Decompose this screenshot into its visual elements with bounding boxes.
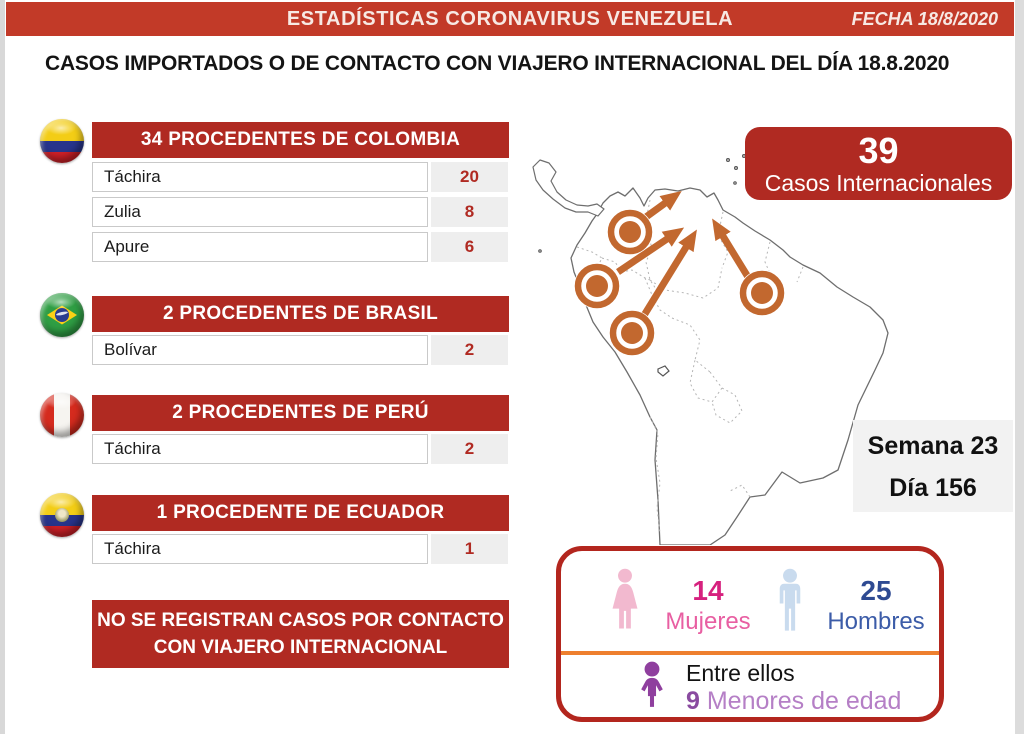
- origin-marker-brasil: [739, 270, 785, 316]
- minors-label: Menores de edad: [699, 687, 902, 715]
- ecuador-flag-icon: [40, 493, 84, 537]
- female-icon: [612, 568, 638, 629]
- note-line-1: NO SE REGISTRAN CASOS POR CONTACTO: [97, 610, 504, 631]
- page-title: CASOS IMPORTADOS O DE CONTACTO CON VIAJE…: [45, 52, 950, 75]
- demographics-box: 14 Mujeres 25 Hombres Entre ellos 9 Meno…: [556, 546, 944, 722]
- south-america-map: [532, 154, 889, 545]
- brasil-section-header: 2 PROCEDENTES DE BRASIL: [92, 296, 509, 332]
- table-row-value: 2: [431, 434, 508, 464]
- women-count: 14: [692, 575, 724, 606]
- minors-line: 9 Menores de edad: [686, 687, 901, 716]
- colombia-flag-icon: [40, 119, 84, 163]
- men-stat: 25 Hombres: [821, 575, 931, 636]
- brasil-flag-globe: [55, 308, 69, 322]
- table-row-value: 2: [431, 335, 508, 365]
- table-row-value: 20: [431, 162, 508, 192]
- origin-marker-peru: [609, 310, 655, 356]
- day-label: Día 156: [889, 474, 977, 502]
- ecuador-section-header: 1 PROCEDENTE DE ECUADOR: [92, 495, 509, 531]
- top-banner: ESTADÍSTICAS CORONAVIRUS VENEZUELA FECHA…: [6, 2, 1014, 36]
- table-row-value: 6: [431, 232, 508, 262]
- table-row-label: Apure: [92, 232, 428, 262]
- minors-stat: Entre ellos 9 Menores de edad: [686, 660, 901, 716]
- peru-section-header: 2 PROCEDENTES DE PERÚ: [92, 395, 509, 431]
- male-icon: [779, 568, 801, 631]
- total-cases-number: 39: [858, 130, 899, 171]
- peru-flag-icon: [40, 393, 84, 437]
- note-line-2: CON VIAJERO INTERNACIONAL: [153, 637, 448, 658]
- international-cases-total-box: 39 Casos Internacionales: [745, 127, 1012, 200]
- table-row-label: Táchira: [92, 434, 428, 464]
- minors-count: 9: [686, 687, 700, 715]
- table-row-label: Táchira: [92, 162, 428, 192]
- child-icon: [641, 661, 663, 707]
- men-count: 25: [860, 575, 892, 606]
- no-contact-cases-note: NO SE REGISTRAN CASOS POR CONTACTO CON V…: [92, 600, 509, 668]
- men-label: Hombres: [827, 608, 925, 635]
- lake-titicaca: [657, 365, 670, 377]
- colombia-section-header: 34 PROCEDENTES DE COLOMBIA: [92, 122, 509, 158]
- right-edge-strip: [1015, 0, 1024, 734]
- among-them-label: Entre ellos: [686, 660, 795, 686]
- central-america-outline: [532, 159, 605, 217]
- table-row-label: Zulia: [92, 197, 428, 227]
- banner-date: FECHA 18/8/2020: [851, 9, 998, 29]
- left-edge-strip: [0, 0, 5, 734]
- table-row-label: Bolívar: [92, 335, 428, 365]
- banner-title: ESTADÍSTICAS CORONAVIRUS VENEZUELA: [286, 8, 734, 30]
- travel-arrows: [616, 191, 751, 319]
- continent-outline: [570, 187, 889, 545]
- origin-marker-ecuador: [574, 263, 620, 309]
- table-row-value: 1: [431, 534, 508, 564]
- women-stat: 14 Mujeres: [653, 575, 763, 636]
- brasil-flag-icon: [40, 293, 84, 337]
- women-label: Mujeres: [665, 608, 751, 635]
- period-box: Semana 23 Día 156: [853, 420, 1013, 512]
- week-label: Semana 23: [867, 432, 999, 460]
- table-row-value: 8: [431, 197, 508, 227]
- orange-divider: [561, 651, 939, 655]
- origin-marker-colombia: [607, 209, 653, 255]
- table-row-label: Táchira: [92, 534, 428, 564]
- total-cases-label: Casos Internacionales: [764, 170, 993, 196]
